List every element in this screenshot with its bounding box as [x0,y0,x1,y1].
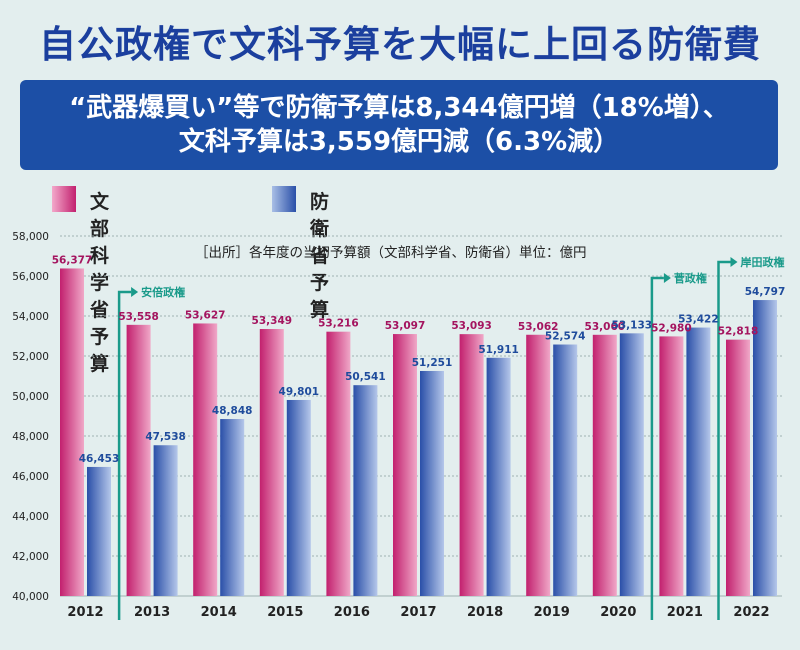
bar-mod [753,300,777,596]
era-marker-arrowhead [730,257,738,267]
bar-mext [393,334,417,596]
summary-banner: “武器爆買い”等で防衛予算は8,344億円増（18%増）、 文科予算は3,559… [20,80,778,170]
legend-swatch-mod [272,186,296,212]
x-axis-ticks: 2012 2013 2014 2015 2016 2017 2018 2019 2020 2021… [67,605,769,620]
value-label-mext: 53,627 [185,309,226,321]
bar-mext [592,334,617,596]
bar-mod [353,385,378,596]
bar-mod [153,445,178,596]
bar-mod [220,419,245,596]
bar-mext [126,324,151,596]
bar-mext [459,334,484,596]
x-tick-label: 2018 [467,605,503,620]
bar-mext [259,329,284,596]
value-label-mod: 52,574 [545,331,586,343]
bar-mext [659,336,684,596]
era-marker-arrowhead [131,287,139,297]
value-label-mod: 54,797 [745,286,786,298]
y-tick-label: 44,000 [12,511,49,523]
x-tick-label: 2014 [201,605,237,620]
x-tick-label: 2019 [534,605,570,620]
bar-mod [686,327,711,596]
y-tick-label: 48,000 [12,431,49,443]
bar-mod [420,370,444,596]
bar-mod [619,333,644,596]
value-label-mod: 51,251 [412,357,453,369]
bar-mod [286,399,311,596]
y-axis-ticks: 40,000 42,000 44,000 46,000 48,000 50,000 52,0… [12,231,49,603]
y-tick-label: 52,000 [12,351,49,363]
bars [60,268,777,596]
value-label-mext: 53,558 [118,311,159,323]
y-tick-label: 56,000 [12,271,49,283]
value-label-mod: 46,453 [79,453,120,465]
bar-mext [60,268,84,596]
era-marker-label: 菅政権 [674,271,707,285]
era-marker-line [117,290,132,620]
bar-mod [87,466,111,596]
source-note: ［出所］各年度の当初予算額（文部科学省、防衛省）単位：億円 [195,245,587,261]
chart-title: 自公政権で文科予算を大幅に上回る防衛費 [39,23,761,66]
value-label-mod: 53,422 [678,314,719,326]
era-marker-label: 安倍政権 [141,285,185,299]
bar-mext [726,339,750,596]
era-marker-line [717,260,731,620]
x-tick-label: 2013 [134,605,170,620]
x-tick-label: 2021 [667,605,703,620]
era-marker-line [650,276,664,620]
bar-mod [486,357,511,596]
x-tick-label: 2020 [600,605,636,620]
value-label-mext: 53,093 [451,320,492,332]
value-label-mext: 52,980 [651,322,692,334]
y-tick-label: 42,000 [12,551,49,563]
bar-mext [526,334,551,596]
value-label-mod: 51,911 [478,344,519,356]
legend-swatch-mext [52,186,76,212]
x-tick-label: 2016 [334,605,370,620]
bar-mext [326,331,351,596]
x-tick-label: 2012 [67,605,103,620]
y-tick-label: 40,000 [12,591,49,603]
x-tick-label: 2022 [733,605,769,620]
y-tick-label: 46,000 [12,471,49,483]
value-label-mod: 49,801 [279,386,320,398]
y-tick-label: 58,000 [12,231,49,243]
y-tick-label: 54,000 [12,311,49,323]
summary-line-2: 文科予算は3,559億円減（6.3%減） [178,127,620,157]
value-label-mod: 53,133 [612,319,653,331]
value-label-mext: 53,349 [252,315,293,327]
value-label-mext: 53,062 [518,321,559,333]
bar-mod [553,344,578,596]
summary-line-1: “武器爆買い”等で防衛予算は8,344億円増（18%増）、 [69,93,729,123]
value-label-mod: 48,848 [212,405,253,417]
value-label-mod: 50,541 [345,371,386,383]
value-label-mext: 53,097 [385,320,426,332]
value-label-mext: 56,377 [52,254,93,266]
bar-mext [193,323,218,596]
value-labels: 56,377 46,453 53,558 47,538 53,627 48,848 53,3… [52,254,786,464]
era-markers: 安倍政権 菅政権 岸田政権 [117,255,785,620]
era-marker-arrowhead [663,273,671,283]
y-tick-label: 50,000 [12,391,49,403]
value-label-mext: 53,060 [585,321,626,333]
x-tick-label: 2015 [267,605,303,620]
x-tick-label: 2017 [400,605,436,620]
value-label-mod: 47,538 [145,431,186,443]
era-marker-label: 岸田政権 [741,255,785,269]
value-label-mext: 52,818 [718,326,759,338]
value-label-mext: 53,216 [318,318,359,330]
